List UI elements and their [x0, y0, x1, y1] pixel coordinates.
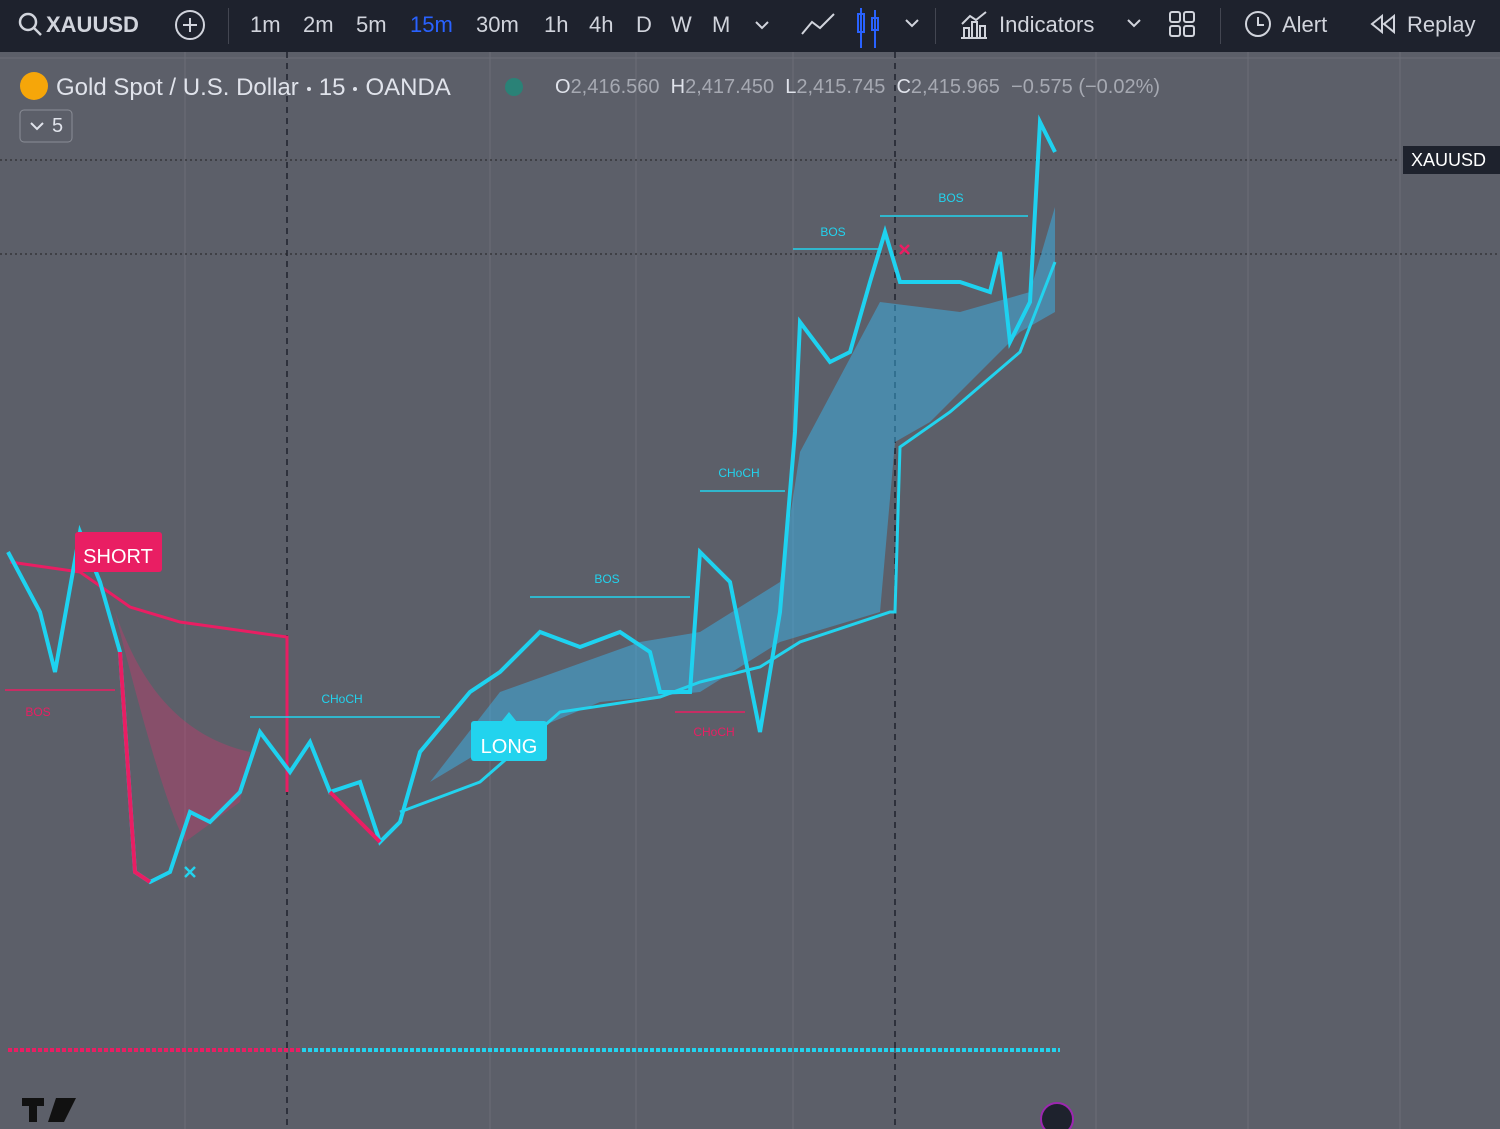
text: 2,417.450 [685, 76, 775, 98]
separator [1220, 8, 1221, 44]
indicators-button[interactable]: Indicators [999, 12, 1095, 37]
bullish-cloud [430, 207, 1055, 782]
long-label: LONG [480, 736, 538, 758]
indicators-icon[interactable] [958, 10, 990, 42]
structure-label: BOS [594, 572, 620, 586]
text: C [896, 76, 911, 98]
text: Gold Spot / U.S. Dollar [56, 74, 299, 101]
text: OANDA [365, 74, 451, 101]
structure-label: BOS [820, 225, 846, 239]
structure-lines-bear [5, 689, 745, 713]
long-label-box [471, 721, 547, 761]
price-lines [0, 159, 1500, 255]
interval[interactable]: 2m [303, 12, 334, 37]
short-label-box [75, 532, 162, 572]
structure-label: CHoCH [718, 466, 760, 480]
bearish-candles [118, 651, 382, 884]
long-arrow [501, 712, 517, 722]
text: −0.575 (−0.02%) [1011, 76, 1161, 98]
bearish-cloud [115, 612, 250, 842]
symbol-icon [20, 72, 48, 100]
replay-button[interactable]: Replay [1407, 12, 1476, 37]
text: 2,415.745 [796, 76, 886, 98]
text: O [555, 76, 571, 98]
structure-label: CHoCH [693, 725, 735, 739]
text: 2,416.560 [570, 76, 660, 98]
short-label: SHORT [83, 546, 153, 568]
structure-label: BOS [25, 705, 51, 719]
long-trail [399, 261, 1057, 814]
interval[interactable]: 5m [356, 12, 387, 37]
chart-canvas [0, 52, 1500, 1129]
interval[interactable]: W [671, 12, 692, 37]
interval[interactable]: D [636, 12, 652, 37]
structure-label: CHoCH [321, 692, 363, 706]
market-status [505, 78, 523, 96]
interval[interactable]: 4h [589, 12, 614, 37]
text: 15 [318, 74, 346, 101]
replay-icon[interactable] [1368, 10, 1398, 40]
text: H [670, 76, 686, 98]
interval[interactable]: 1h [544, 12, 569, 37]
separator [228, 8, 229, 44]
session-breaks [286, 52, 896, 1129]
exit-marker [184, 866, 196, 878]
toolbar: XAUUSD 1m 2m 5m 15m 30m 1h 4h D W M Indi… [0, 0, 1500, 52]
interval[interactable]: M [712, 12, 731, 37]
ohlc: O2,416.560 H2,417.450 L2,415.745 C2,415.… [555, 76, 1160, 99]
price-tag [1403, 146, 1500, 174]
tv-logo [22, 1098, 76, 1122]
chart-style-icons[interactable] [750, 0, 950, 52]
exit-marker [899, 244, 910, 255]
price-tag-label: XAUUSD [1411, 150, 1487, 170]
structure-label: BOS [938, 191, 964, 205]
search-icon [18, 12, 42, 36]
text: 2,415.965 [910, 76, 1000, 98]
symbol[interactable]: XAUUSD [46, 12, 139, 37]
lightning-icon[interactable] [1040, 1102, 1074, 1129]
chevron [30, 122, 44, 131]
price-candles [6, 114, 1057, 885]
interval[interactable]: 30m [476, 12, 519, 37]
layout-icons[interactable] [1120, 0, 1320, 52]
structure-lines [250, 215, 1028, 718]
text: L [785, 76, 797, 98]
short-trail [9, 560, 289, 792]
add-symbol[interactable] [173, 8, 207, 42]
alert-button[interactable]: Alert [1282, 12, 1328, 37]
interval[interactable]: 1m [250, 12, 281, 37]
legend-title: Gold Spot / U.S. Dollar 15 OANDA [56, 74, 451, 102]
grid [0, 52, 1500, 1129]
indicator-count[interactable]: 5 [52, 115, 64, 137]
indicator-toggle[interactable] [19, 109, 73, 143]
interval-active[interactable]: 15m [410, 12, 453, 37]
separator [935, 8, 936, 44]
